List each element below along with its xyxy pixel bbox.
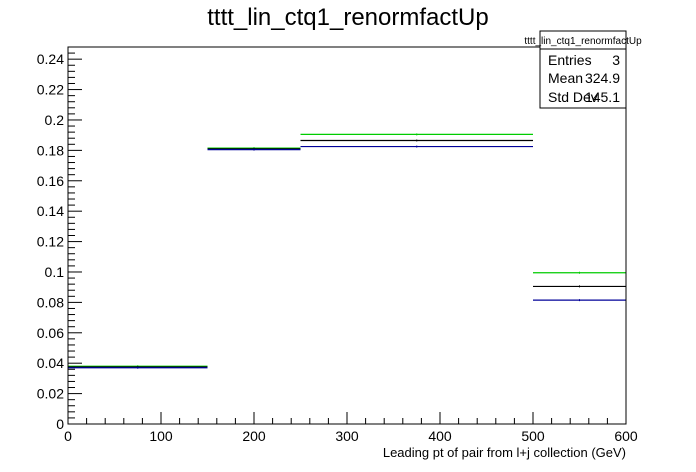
x-axis-label: Leading pt of pair from l+j collection (… xyxy=(383,445,626,460)
y-tick-label: 0.02 xyxy=(37,386,64,402)
y-tick-label: 0.06 xyxy=(37,325,64,341)
stats-body-box xyxy=(539,48,627,109)
y-tick-label: 0.12 xyxy=(37,234,64,250)
stats-title: tttt_lin_ctq1_renormfactUp xyxy=(524,36,642,47)
stats-stddev-label: Std Dev xyxy=(548,89,598,105)
x-tick-label: 0 xyxy=(64,428,72,444)
x-tick-label: 400 xyxy=(428,428,452,444)
stats-stddev-value: 145.1 xyxy=(585,89,620,105)
y-tick-label: 0 xyxy=(56,416,64,432)
x-tick-label: 600 xyxy=(614,428,638,444)
stats-entries-label: Entries xyxy=(548,52,592,68)
x-tick-label: 300 xyxy=(335,428,359,444)
y-axis: 0 0.02 0.04 0.06 0.08 0.1 0.12 0.14 0.16 0.18 0.2 0… xyxy=(37,51,82,432)
y-tick-label: 0.1 xyxy=(45,264,65,280)
y-tick-label: 0.04 xyxy=(37,355,64,371)
x-tick-label: 500 xyxy=(521,428,545,444)
stats-mean-label: Mean xyxy=(548,70,583,86)
y-tick-label: 0.24 xyxy=(37,51,64,67)
histogram-series xyxy=(68,133,626,368)
x-tick-label: 200 xyxy=(242,428,266,444)
y-tick-label: 0.22 xyxy=(37,82,64,98)
y-tick-label: 0.2 xyxy=(45,112,65,128)
y-tick-label: 0.08 xyxy=(37,294,64,310)
stats-box: tttt_lin_ctq1_renormfactUp Entries 3 Mea… xyxy=(524,30,642,109)
y-tick-label: 0.18 xyxy=(37,142,64,158)
stats-entries-value: 3 xyxy=(612,52,620,68)
chart-title: tttt_lin_ctq1_renormfactUp xyxy=(207,4,488,31)
histogram-series xyxy=(68,139,626,368)
x-axis: 0 100 200 300 400 500 600 xyxy=(64,412,638,444)
series-layer xyxy=(68,133,626,369)
x-tick-label: 100 xyxy=(149,428,173,444)
stats-mean-value: 324.9 xyxy=(585,70,620,86)
y-tick-label: 0.16 xyxy=(37,173,64,189)
y-tick-label: 0.14 xyxy=(37,203,64,219)
histogram-series xyxy=(68,145,626,369)
